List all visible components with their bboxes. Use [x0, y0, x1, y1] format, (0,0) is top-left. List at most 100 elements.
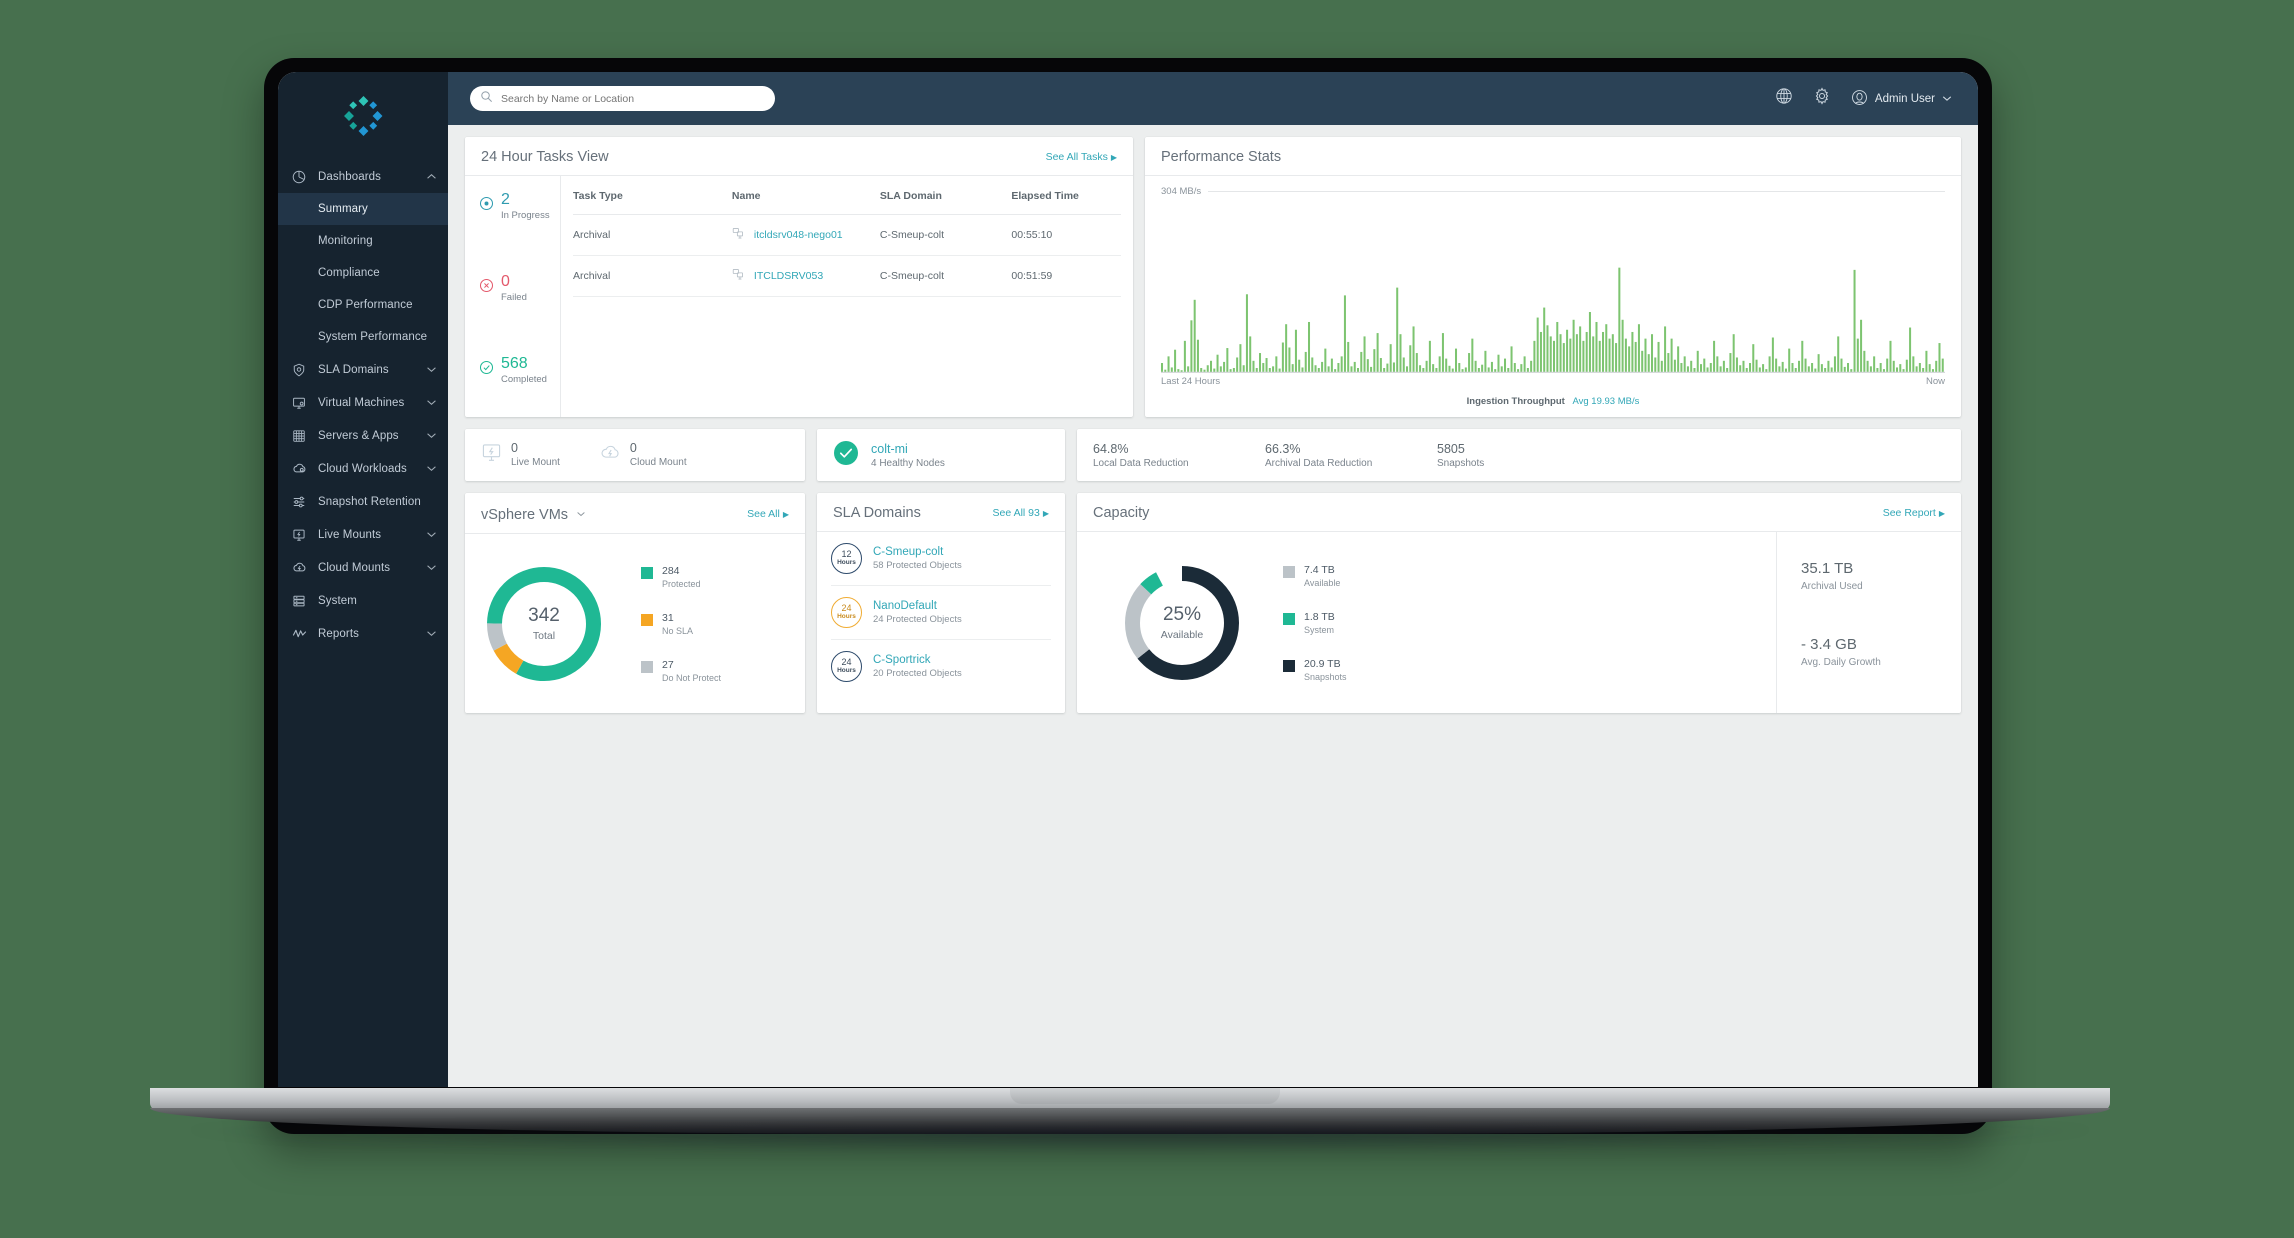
cloud-mount-value: 0	[629, 441, 637, 455]
vsphere-donut-chart: 342 Total	[481, 561, 607, 687]
activity-icon	[292, 626, 312, 641]
sidebar-item-summary[interactable]: Summary	[278, 193, 448, 225]
stat-caption: Snapshots	[1437, 457, 1485, 469]
vsphere-see-all-link[interactable]: See All ▶	[747, 508, 789, 520]
search-box[interactable]	[470, 86, 775, 111]
sidebar-item-system[interactable]: System	[278, 584, 448, 617]
live-mount-stat[interactable]: 0 Live Mount	[481, 442, 560, 468]
sidebar-item-cdp-performance[interactable]: CDP Performance	[278, 289, 448, 321]
chevron-down-icon[interactable]	[426, 463, 438, 475]
sla-name-link[interactable]: NanoDefault	[873, 600, 937, 612]
sla-name-link[interactable]: C-Smeup-colt	[873, 546, 944, 558]
legend-swatch-snapshots	[1283, 659, 1295, 672]
sidebar-item-snapshot-retention[interactable]: Snapshot Retention	[278, 485, 448, 518]
sla-see-all-link[interactable]: See All 93 ▶	[992, 507, 1049, 519]
local-data-reduction: 64.8% Local Data Reduction	[1093, 442, 1265, 469]
chevron-down-icon[interactable]	[426, 397, 438, 409]
task-name-link[interactable]: itcldsrv048-nego01	[753, 229, 843, 241]
sla-name-link[interactable]: C-Sportrick	[873, 654, 931, 666]
task-stat-caption: Failed	[501, 292, 527, 303]
task-stat-in-progress[interactable]: 2 In Progress	[479, 192, 560, 221]
cloud-mount-stat[interactable]: 0 Cloud Mount	[600, 442, 687, 468]
list-item[interactable]: 24 Hours NanoDefault 24 Protected Object…	[831, 586, 1051, 640]
sidebar-item-virtual-machines[interactable]: Virtual Machines	[278, 386, 448, 419]
sidebar-item-label: Reports	[318, 627, 359, 640]
cluster-name[interactable]: colt-mi	[871, 441, 908, 456]
user-menu[interactable]: Admin User	[1851, 89, 1952, 109]
table-row[interactable]: Archival	[573, 255, 1121, 297]
legend-item[interactable]: 27 Do Not Protect	[641, 659, 721, 683]
donut-center-value: 342	[528, 605, 560, 626]
chevron-down-icon[interactable]	[576, 505, 586, 521]
chevron-down-icon[interactable]	[426, 529, 438, 541]
rubrik-diamond-logo	[344, 96, 383, 136]
legend-item[interactable]: 284 Protected	[641, 565, 721, 589]
globe-icon[interactable]	[1775, 87, 1793, 110]
sidebar-item-compliance[interactable]: Compliance	[278, 257, 448, 289]
ingestion-throughput-chart	[1161, 201, 1945, 373]
task-name-link[interactable]: ITCLDSRV053	[753, 270, 824, 282]
legend-item[interactable]: 20.9 TB Snapshots	[1283, 658, 1347, 682]
stat-value: - 3.4 GB	[1801, 636, 1857, 653]
chevron-down-icon[interactable]	[426, 562, 438, 574]
legend-item[interactable]: 1.8 TB System	[1283, 611, 1347, 635]
legend-caption: System	[1304, 624, 1335, 635]
tasks-card: 24 Hour Tasks View See All Tasks ▶	[465, 137, 1133, 417]
chevron-down-icon[interactable]	[426, 364, 438, 376]
cell-elapsed: 00:51:59	[1011, 255, 1121, 297]
vsphere-donut-area: 342 Total 284 Protecte	[465, 534, 805, 713]
sidebar-item-live-mounts[interactable]: Live Mounts	[278, 518, 448, 551]
sidebar-item-sla-domains[interactable]: SLA Domains	[278, 353, 448, 386]
table-row[interactable]: Archival	[573, 214, 1121, 256]
archival-data-reduction: 66.3% Archival Data Reduction	[1265, 442, 1437, 469]
dashboard-content: 24 Hour Tasks View See All Tasks ▶	[448, 125, 1978, 1087]
donut-center-caption: Total	[532, 630, 556, 642]
sla-hours-value: 24	[841, 657, 852, 668]
cell-sla-domain[interactable]: C-Smeup-colt	[879, 255, 1012, 297]
vm-icon	[732, 227, 745, 243]
sidebar-item-reports[interactable]: Reports	[278, 617, 448, 650]
task-stat-value: 0	[501, 273, 510, 290]
tasks-body: 2 In Progress	[465, 176, 1133, 417]
sidebar-item-cloud-workloads[interactable]: Cloud Workloads	[278, 452, 448, 485]
vsphere-vms-title[interactable]: vSphere VMs	[481, 505, 586, 523]
task-stat-completed[interactable]: 568 Completed	[479, 356, 560, 385]
sidebar-item-cloud-mounts[interactable]: Cloud Mounts	[278, 551, 448, 584]
donut-center: 25% Available	[1119, 560, 1245, 686]
donut-svg	[1125, 565, 1239, 680]
legend-item[interactable]: 7.4 TB Available	[1283, 564, 1347, 588]
donut-center: 342 Total	[481, 561, 607, 687]
sidebar-item-monitoring[interactable]: Monitoring	[278, 225, 448, 257]
sla-list: 12 Hours C-Smeup-colt 58 Protected Objec…	[817, 532, 1065, 713]
row-bottom: vSphere VMs See All ▶	[465, 493, 1961, 713]
cell-sla-domain[interactable]: C-Smeup-colt	[879, 214, 1012, 256]
list-item[interactable]: 24 Hours C-Sportrick 20 Protected Object…	[831, 640, 1051, 693]
gear-icon[interactable]	[1813, 87, 1831, 110]
chevron-down-icon[interactable]	[1942, 93, 1952, 105]
topbar-actions: Admin User	[1775, 87, 1952, 110]
legend-caption: Do Not Protect	[662, 672, 722, 683]
stat-value: 35.1 TB	[1801, 560, 1854, 577]
search-input[interactable]	[501, 92, 765, 105]
sidebar-item-servers-apps[interactable]: Servers & Apps	[278, 419, 448, 452]
see-all-tasks-link[interactable]: See All Tasks ▶	[1045, 151, 1117, 163]
reduction-card: 64.8% Local Data Reduction 66.3% Archiva…	[1077, 429, 1961, 481]
app-logo[interactable]	[278, 72, 448, 160]
cluster-card[interactable]: colt-mi 4 Healthy Nodes	[817, 429, 1065, 481]
chevron-down-icon[interactable]	[426, 430, 438, 442]
sidebar-item-label: Live Mounts	[318, 528, 382, 541]
sidebar-item-dashboards[interactable]: Dashboards	[278, 160, 448, 193]
see-report-link[interactable]: See Report ▶	[1882, 507, 1945, 519]
chevron-up-icon[interactable]	[426, 171, 438, 183]
stat-value: 5805	[1437, 441, 1465, 456]
chevron-down-icon[interactable]	[426, 628, 438, 640]
monitor-bolt-icon	[292, 528, 312, 542]
legend-swatch-no-sla	[641, 613, 653, 626]
sidebar-item-system-performance[interactable]: System Performance	[278, 321, 448, 353]
task-stat-failed[interactable]: 0 Failed	[479, 274, 560, 303]
list-item[interactable]: 12 Hours C-Smeup-colt 58 Protected Objec…	[831, 532, 1051, 586]
legend-item[interactable]: 31 No SLA	[641, 612, 721, 636]
sidebar-item-label: Dashboards	[318, 170, 382, 183]
legend-caption: No SLA	[662, 625, 694, 636]
slice-do-not-protect	[487, 566, 601, 681]
